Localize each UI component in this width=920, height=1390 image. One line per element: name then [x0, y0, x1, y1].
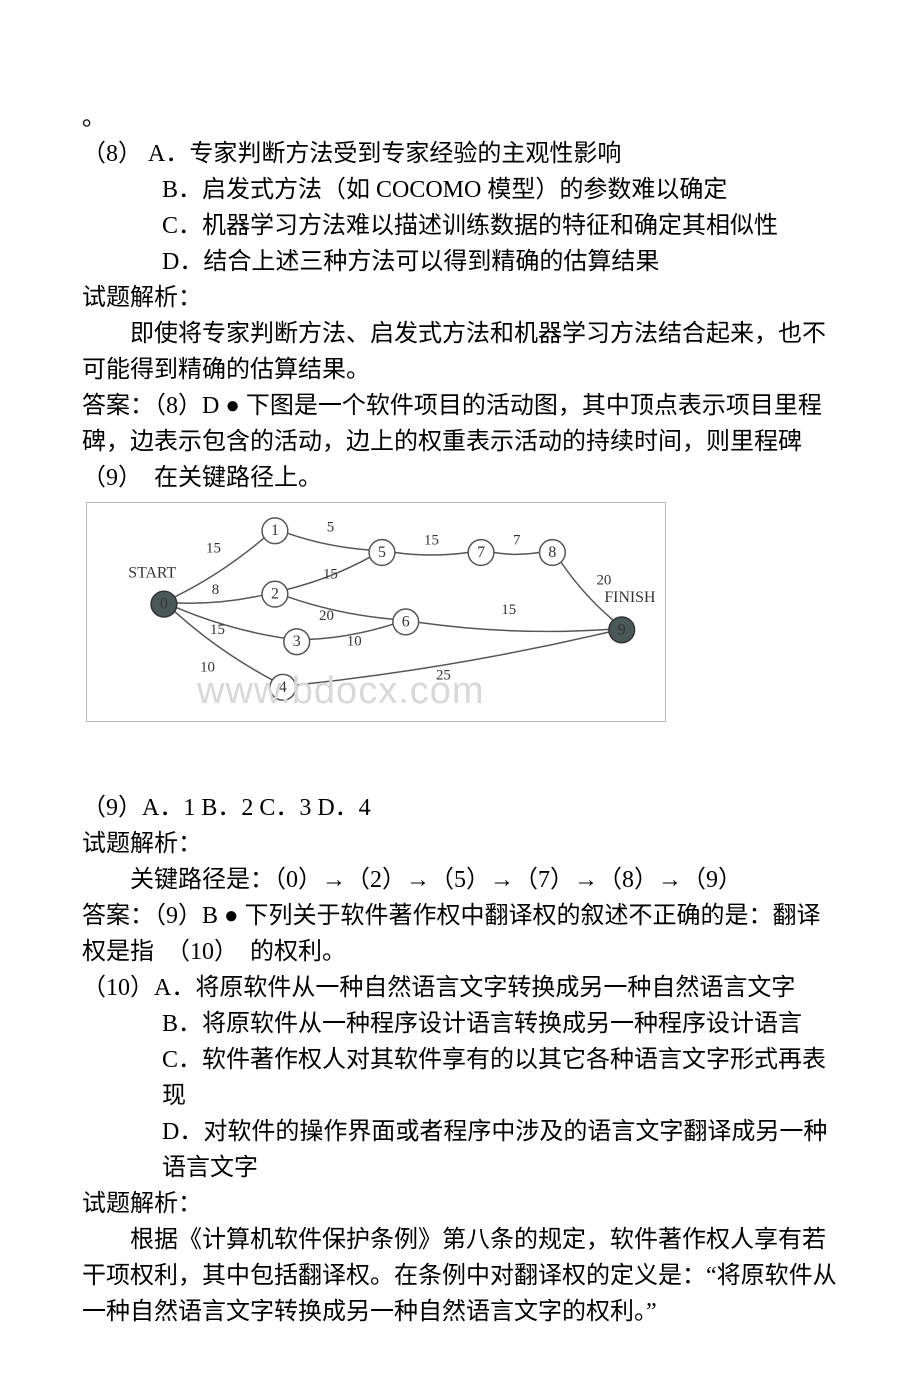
diagram-edge	[419, 622, 609, 631]
diagram-edge	[288, 533, 370, 550]
diagram-node-label: 6	[402, 613, 410, 630]
diagram-node-label: 5	[378, 544, 386, 561]
diagram-edge	[494, 553, 540, 555]
q9-analysis-body: 关键路径是：（0）→（2）→（5）→（7）→（8）→（9）	[82, 862, 838, 898]
q8-answer-and-q9-stem: 答案：（8）D ● 下图是一个软件项目的活动图，其中顶点表示项目里程碑，边表示包…	[82, 388, 838, 496]
q8-option-c: C．机器学习方法难以描述训练数据的特征和确定其相似性	[82, 208, 838, 244]
diagram-edge-weight: 7	[513, 533, 520, 549]
diagram-node-label: 3	[293, 633, 301, 650]
diagram-edge-weight: 15	[210, 622, 225, 638]
diagram-node-label: 7	[477, 544, 485, 561]
activity-diagram: 0 1 2 3 4 5 6 7 8 9 15 8 15 10 5 15 20 10 15 7 15 20 25 START…	[86, 502, 666, 722]
q10-option-b: B．将原软件从一种程序设计语言转换成另一种程序设计语言	[82, 1006, 838, 1042]
diagram-node-label: 0	[160, 596, 168, 613]
q10-option-c: C．软件著作权人对其软件享有的以其它各种语言文字形式再表现	[82, 1042, 838, 1114]
diagram-svg: 0 1 2 3 4 5 6 7 8 9 15 8 15 10 5 15 20 10 15 7 15 20 25 START…	[87, 503, 665, 721]
q8-option-d: D．结合上述三种方法可以得到精确的估算结果	[82, 244, 838, 280]
q10-option-d: D．对软件的操作界面或者程序中涉及的语言文字翻译成另一种语言文字	[82, 1114, 838, 1186]
diagram-edge	[177, 595, 262, 603]
diagram-edge-weight: 25	[436, 667, 451, 683]
q9-analysis-header: 试题解析：	[82, 826, 838, 862]
diagram-edge-weight: 5	[327, 520, 334, 536]
finish-label: FINISH	[604, 589, 655, 606]
diagram-edge-weight: 15	[323, 566, 338, 582]
q10-option-a: （10）A．将原软件从一种自然语言文字转换成另一种自然语言文字	[82, 970, 838, 1006]
diagram-edge-weight: 15	[501, 602, 516, 618]
diagram-node-label: 8	[548, 544, 556, 561]
diagram-node-label: 9	[618, 621, 626, 638]
q8-option-b: B．启发式方法（如 COCOMO 模型）的参数难以确定	[82, 172, 838, 208]
diagram-node-label: 4	[279, 679, 287, 696]
q8-option-a: （8） A．专家判断方法受到专家经验的主观性影响	[82, 136, 838, 172]
q10-analysis-header: 试题解析：	[82, 1186, 838, 1222]
diagram-edge-weight: 10	[347, 634, 362, 650]
q9-answer-and-q10-stem: 答案：（9）B ● 下列关于软件著作权中翻译权的叙述不正确的是：翻译权是指 （1…	[82, 898, 838, 970]
spacer	[82, 734, 838, 790]
stem-suffix: 。	[82, 100, 106, 136]
q10-analysis-body: 根据《计算机软件保护条例》第八条的规定，软件著作权人享有若干项权利，其中包括翻译…	[82, 1222, 838, 1330]
diagram-edge-weight: 20	[319, 608, 334, 624]
q9-options: （9）A．1 B．2 C．3 D．4	[82, 790, 838, 826]
diagram-edge	[176, 608, 284, 639]
diagram-edge	[395, 553, 468, 555]
diagram-edge-weight: 15	[206, 541, 221, 557]
q8-analysis-header: 试题解析：	[82, 280, 838, 316]
diagram-node-label: 2	[271, 586, 279, 603]
diagram-edge	[288, 597, 394, 619]
start-label: START	[128, 564, 176, 581]
diagram-edge-weight: 10	[200, 659, 215, 675]
q8-analysis-body: 即使将专家判断方法、启发式方法和机器学习方法结合起来，也不可能得到精确的估算结果…	[82, 316, 838, 388]
diagram-edge-weight: 8	[212, 582, 219, 598]
diagram-edge-weight: 15	[424, 533, 439, 549]
diagram-edge-weight: 20	[596, 572, 611, 588]
diagram-node-label: 1	[271, 522, 279, 539]
diagram-edge	[296, 632, 609, 685]
